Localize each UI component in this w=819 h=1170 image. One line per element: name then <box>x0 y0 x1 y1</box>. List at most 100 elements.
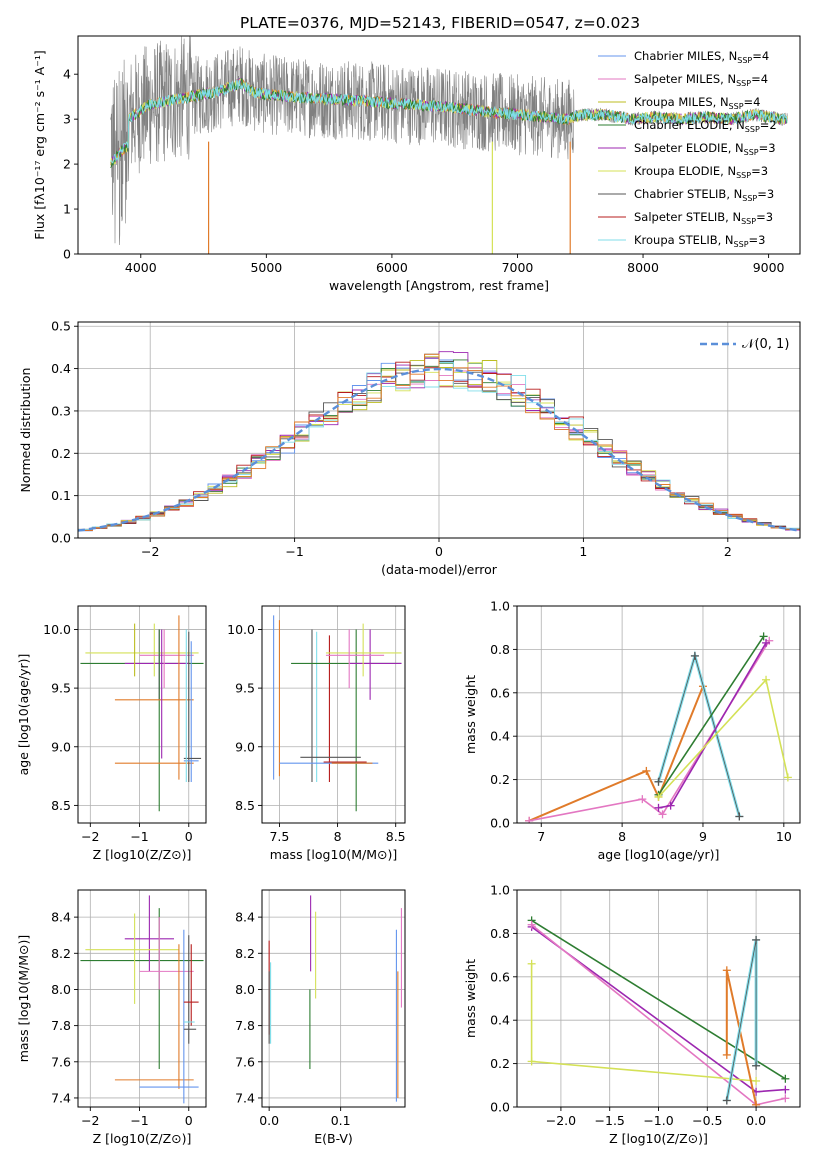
plot-area-mass_vs_EBV <box>262 890 405 1107</box>
x-tick-label: 0 <box>185 1113 193 1128</box>
panel-weight_vs_age: 7 8 9 10 0.0 0.2 0.4 0.6 0.8 1.0 age [log10(age/yr… <box>463 599 801 862</box>
y-tick-label: 0.0 <box>51 531 71 546</box>
x-tick-label: 1 <box>579 544 587 559</box>
legend-subscript: SSP <box>729 102 744 111</box>
x-tick-label: −2 <box>141 544 159 559</box>
x-tick-label: −0.5 <box>692 1113 722 1128</box>
y-tick-label: 7.8 <box>51 1018 71 1033</box>
legend-count: =3 <box>757 187 774 201</box>
x-tick-label: −1.0 <box>643 1113 673 1128</box>
y-tick-label: 0.8 <box>490 642 510 657</box>
x-tick-label: 0 <box>185 829 193 844</box>
y-axis-label: Flux [fλ10⁻¹⁷ erg cm⁻² s⁻¹ A⁻¹] <box>32 50 47 239</box>
x-tick-label: 9 <box>699 829 707 844</box>
x-tick-label: 0.1 <box>331 1113 351 1128</box>
y-tick-label: 0.0 <box>490 1100 510 1115</box>
y-tick-label: 8.0 <box>51 982 71 997</box>
x-tick-label: −1.5 <box>595 1113 625 1128</box>
y-tick-label: 7.8 <box>235 1018 255 1033</box>
y-tick-label: 0.4 <box>490 1013 510 1028</box>
x-tick-label: −1 <box>130 829 148 844</box>
plot-area-age_vs_Z <box>78 606 206 823</box>
x-tick-label: 8 <box>618 829 626 844</box>
y-tick-label: 0.0 <box>490 816 510 831</box>
y-axis-label: age [log10(age/yr)] <box>16 654 31 776</box>
axes-frame <box>77 321 801 539</box>
axes-frame <box>261 605 406 824</box>
axes-frame <box>77 889 207 1108</box>
x-axis-label: wavelength [Angstrom, rest frame] <box>329 278 549 293</box>
y-tick-label: 0 <box>63 247 71 262</box>
plot-area-weight_vs_Z <box>517 890 800 1107</box>
y-tick-label: 8.5 <box>235 798 255 813</box>
y-axis-label: Normed distribution <box>18 368 33 493</box>
panel-mass_vs_Z: −2 −1 0 7.4 7.6 7.8 8.0 8.2 8.4 Z [log10(Z/Z⊙)] ma… <box>16 889 207 1146</box>
spectrum-model-line <box>110 79 788 164</box>
y-tick-label: 8.2 <box>235 946 255 961</box>
x-tick-label: 8 <box>334 829 342 844</box>
x-tick-label: 0 <box>435 544 443 559</box>
y-tick-label: 9.5 <box>235 681 255 696</box>
y-tick-label: 0.2 <box>490 772 510 787</box>
legend-subscript: SSP <box>745 125 760 134</box>
plot-layer: 4000 5000 6000 7000 8000 900001234wavelength … <box>16 35 801 1146</box>
legend-label: Kroupa STELIB, NSSP=3 <box>634 233 765 249</box>
panel-age_vs_Z: −2 −1 0 8.5 9.0 9.5 10.0 Z [log10(Z/Z⊙)] age [lo… <box>16 605 207 862</box>
legend-label: Salpeter ELODIE, NSSP=3 <box>634 141 776 157</box>
y-tick-label: 8.4 <box>51 910 71 925</box>
y-tick-label: 0.6 <box>490 969 510 984</box>
legend-subscript: SSP <box>744 148 759 157</box>
figure-title: PLATE=0376, MJD=52143, FIBERID=0547, z=0… <box>240 14 640 32</box>
y-tick-label: 1.0 <box>490 883 510 898</box>
x-axis-label: mass [log10(M/M⊙)] <box>270 847 398 862</box>
plot-area-spectrum <box>110 36 788 254</box>
x-axis-label: Z [log10(Z/Z⊙)] <box>93 1131 192 1146</box>
legend-label: Chabrier ELODIE, NSSP=2 <box>634 118 777 134</box>
x-tick-label: 10 <box>776 829 792 844</box>
y-tick-label: 9.5 <box>51 681 71 696</box>
x-tick-label: −2 <box>81 1113 99 1128</box>
y-tick-label: 9.0 <box>51 739 71 754</box>
x-tick-label: 9000 <box>753 260 785 275</box>
y-tick-label: 0.6 <box>490 685 510 700</box>
y-axis-label: mass weight <box>463 675 478 754</box>
panel-weight_vs_Z: −2.0 −1.5 −1.0 −0.5 0.0 0.0 0.2 0.4 0.6 0.8 1.0 Z [… <box>463 883 801 1146</box>
legend-subscript: SSP <box>736 171 751 180</box>
legend-count: =3 <box>751 164 768 178</box>
axes-frame <box>516 889 801 1108</box>
y-tick-label: 0.2 <box>490 1056 510 1071</box>
legend-count: =3 <box>759 141 776 155</box>
x-tick-label: 7000 <box>502 260 534 275</box>
y-tick-label: 9.0 <box>235 739 255 754</box>
y-tick-label: 0.1 <box>51 488 71 503</box>
x-tick-label: 4000 <box>125 260 157 275</box>
legend-label: Salpeter MILES, NSSP=4 <box>634 72 768 88</box>
weight-line <box>528 685 704 822</box>
weight-line <box>657 635 765 796</box>
plot-area-residuals <box>78 322 800 538</box>
x-axis-label: (data-model)/error <box>381 562 498 577</box>
x-axis-label: Z [log10(Z/Z⊙)] <box>93 847 192 862</box>
x-tick-label: 7 <box>537 829 545 844</box>
plot-area-age_vs_mass <box>262 606 405 823</box>
y-tick-label: 7.6 <box>235 1054 255 1069</box>
x-tick-label: −2.0 <box>546 1113 576 1128</box>
legend-count: =3 <box>756 210 773 224</box>
y-tick-label: 8.5 <box>51 798 71 813</box>
legend-subscript: SSP <box>737 56 752 65</box>
y-axis-label: mass [log10(M/M⊙)] <box>16 935 31 1063</box>
y-tick-label: 7.4 <box>51 1090 71 1105</box>
x-tick-label: 6000 <box>376 260 408 275</box>
legend-label: Chabrier MILES, NSSP=4 <box>634 49 769 65</box>
panel-mass_vs_EBV: 0.0 0.1 7.4 7.6 7.8 8.0 8.2 8.4 E(B-V) <box>235 889 406 1146</box>
legend-subscript: SSP <box>742 194 757 203</box>
legend-count: =2 <box>760 118 777 132</box>
x-tick-label: −1 <box>130 1113 148 1128</box>
legend-subscript: SSP <box>736 79 751 88</box>
y-tick-label: 8.0 <box>235 982 255 997</box>
x-tick-label: 8000 <box>627 260 659 275</box>
y-tick-label: 0.4 <box>490 729 510 744</box>
x-axis-label: E(B-V) <box>314 1131 353 1146</box>
x-tick-label: 5000 <box>250 260 282 275</box>
